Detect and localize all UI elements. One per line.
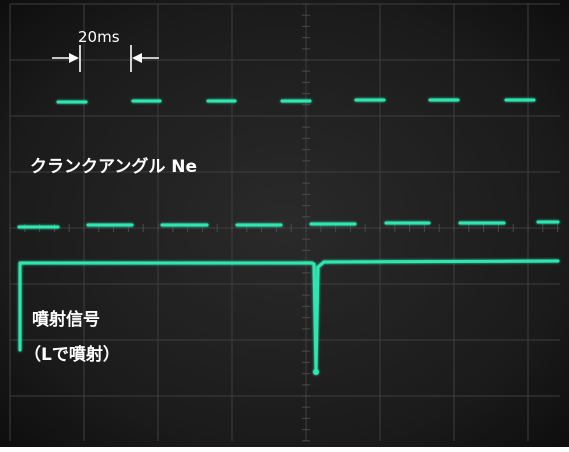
graticule-grid <box>9 3 560 441</box>
center-axis-ticks <box>9 3 559 442</box>
label-crank-angle: クランクアングル Ne <box>30 156 197 177</box>
pulse-trace-top <box>56 98 536 104</box>
scale-label: 20ms <box>78 28 120 46</box>
scale-left-arrowhead <box>69 53 79 63</box>
scale-right-arrowhead <box>132 53 142 63</box>
injection-dot <box>313 369 319 375</box>
label-injection-note: （Lで噴射） <box>24 344 120 365</box>
time-scale-marker: 20ms <box>52 28 159 72</box>
injection-signal-trace <box>18 259 560 371</box>
pulse-trace-crank-angle <box>17 220 560 229</box>
label-injection-signal: 噴射信号 <box>32 309 100 330</box>
